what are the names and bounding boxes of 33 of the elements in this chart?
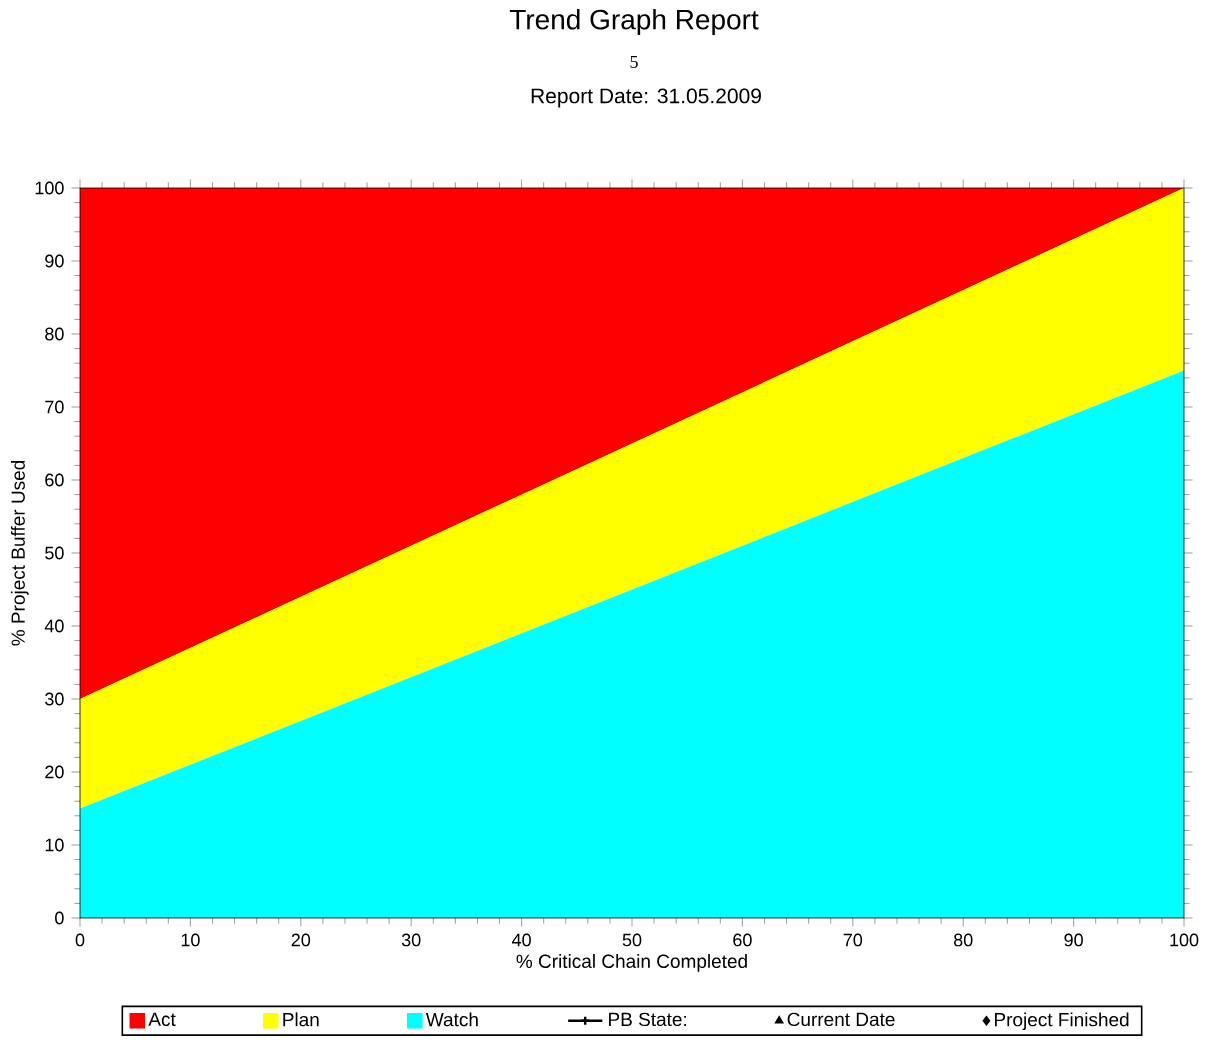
y-tick-label: 30 <box>45 692 64 706</box>
y-tick-label: 40 <box>44 619 64 633</box>
y-tick-label: 0 <box>55 911 64 925</box>
text: Report Date: 31.05.2009 <box>531 88 761 108</box>
legend-label: PB State: <box>609 1012 686 1027</box>
x-tick-label: 30 <box>401 933 421 947</box>
x-tick-label: 60 <box>733 933 752 947</box>
x-tick-label: 70 <box>843 933 863 947</box>
x-tick-label: 50 <box>622 933 642 947</box>
x-tick-label: 20 <box>291 933 311 947</box>
legend-label: Project Finished <box>995 1012 1129 1031</box>
x-tick-label: 100 <box>1170 933 1199 947</box>
legend-label: Act <box>148 1012 176 1027</box>
legend-label: Plan <box>283 1012 319 1027</box>
chart-title: Trend Graph Report <box>509 8 759 36</box>
y-axis-title: % Project Buffer Used <box>10 460 29 646</box>
legend-label: Current Date <box>787 1012 895 1027</box>
y-tick-label: 50 <box>45 546 64 560</box>
y-tick-label: 20 <box>45 765 64 779</box>
y-tick-label: 90 <box>45 254 64 268</box>
x-axis-title: % Critical Chain Completed <box>516 954 747 972</box>
y-tick-label: 80 <box>45 327 64 341</box>
x-tick-label: 0 <box>75 933 85 947</box>
x-tick-label: 10 <box>181 933 200 947</box>
x-tick-label: 90 <box>1064 933 1083 947</box>
y-tick-label: 10 <box>45 838 64 852</box>
y-tick-label: 100 <box>35 181 64 195</box>
x-tick-label: 80 <box>953 933 973 947</box>
legend-label: Watch <box>425 1012 478 1027</box>
y-tick-label: 70 <box>45 400 64 414</box>
chart-subtitle: 5 <box>630 56 638 68</box>
y-tick-label: 60 <box>45 473 64 487</box>
x-tick-label: 40 <box>512 933 531 947</box>
